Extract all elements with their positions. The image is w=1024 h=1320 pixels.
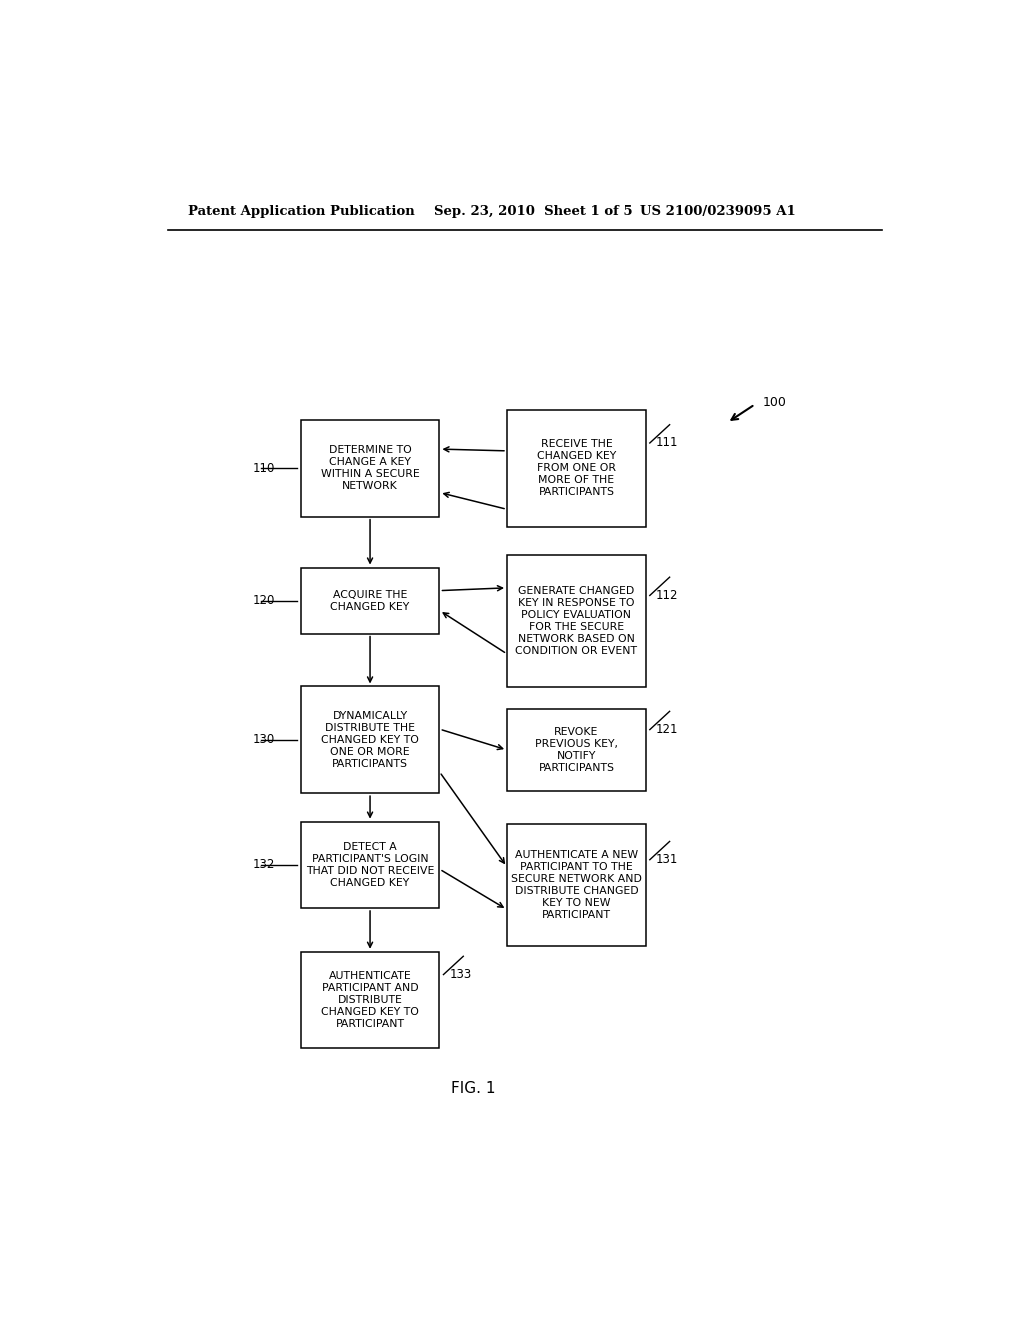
- Text: DYNAMICALLY
DISTRIBUTE THE
CHANGED KEY TO
ONE OR MORE
PARTICIPANTS: DYNAMICALLY DISTRIBUTE THE CHANGED KEY T…: [322, 710, 419, 768]
- Text: Patent Application Publication: Patent Application Publication: [187, 205, 415, 218]
- Text: ACQUIRE THE
CHANGED KEY: ACQUIRE THE CHANGED KEY: [331, 590, 410, 611]
- Bar: [301, 821, 439, 908]
- Text: FIG. 1: FIG. 1: [451, 1081, 496, 1096]
- Text: 110: 110: [253, 462, 275, 475]
- Bar: [507, 709, 646, 791]
- Text: RECEIVE THE
CHANGED KEY
FROM ONE OR
MORE OF THE
PARTICIPANTS: RECEIVE THE CHANGED KEY FROM ONE OR MORE…: [537, 440, 616, 498]
- Bar: [507, 554, 646, 686]
- Text: US 2100/0239095 A1: US 2100/0239095 A1: [640, 205, 796, 218]
- Bar: [301, 952, 439, 1048]
- Text: 132: 132: [253, 858, 275, 871]
- Text: AUTHENTICATE A NEW
PARTICIPANT TO THE
SECURE NETWORK AND
DISTRIBUTE CHANGED
KEY : AUTHENTICATE A NEW PARTICIPANT TO THE SE…: [511, 850, 642, 920]
- Text: 111: 111: [656, 437, 679, 450]
- Text: DETERMINE TO
CHANGE A KEY
WITHIN A SECURE
NETWORK: DETERMINE TO CHANGE A KEY WITHIN A SECUR…: [321, 445, 420, 491]
- Text: DETECT A
PARTICIPANT'S LOGIN
THAT DID NOT RECEIVE
CHANGED KEY: DETECT A PARTICIPANT'S LOGIN THAT DID NO…: [306, 842, 434, 888]
- Text: 130: 130: [253, 734, 275, 746]
- Text: 131: 131: [656, 853, 679, 866]
- Text: AUTHENTICATE
PARTICIPANT AND
DISTRIBUTE
CHANGED KEY TO
PARTICIPANT: AUTHENTICATE PARTICIPANT AND DISTRIBUTE …: [322, 972, 419, 1030]
- Text: 133: 133: [450, 968, 472, 981]
- Text: 120: 120: [253, 594, 275, 607]
- Bar: [301, 568, 439, 634]
- Bar: [507, 824, 646, 946]
- Text: 121: 121: [656, 723, 679, 737]
- Text: REVOKE
PREVIOUS KEY,
NOTIFY
PARTICIPANTS: REVOKE PREVIOUS KEY, NOTIFY PARTICIPANTS: [535, 727, 617, 774]
- Bar: [301, 420, 439, 516]
- Text: Sep. 23, 2010  Sheet 1 of 5: Sep. 23, 2010 Sheet 1 of 5: [433, 205, 632, 218]
- Bar: [301, 686, 439, 793]
- Text: 100: 100: [763, 396, 786, 409]
- Bar: [507, 411, 646, 527]
- Text: GENERATE CHANGED
KEY IN RESPONSE TO
POLICY EVALUATION
FOR THE SECURE
NETWORK BAS: GENERATE CHANGED KEY IN RESPONSE TO POLI…: [515, 586, 637, 656]
- Text: 112: 112: [656, 589, 679, 602]
